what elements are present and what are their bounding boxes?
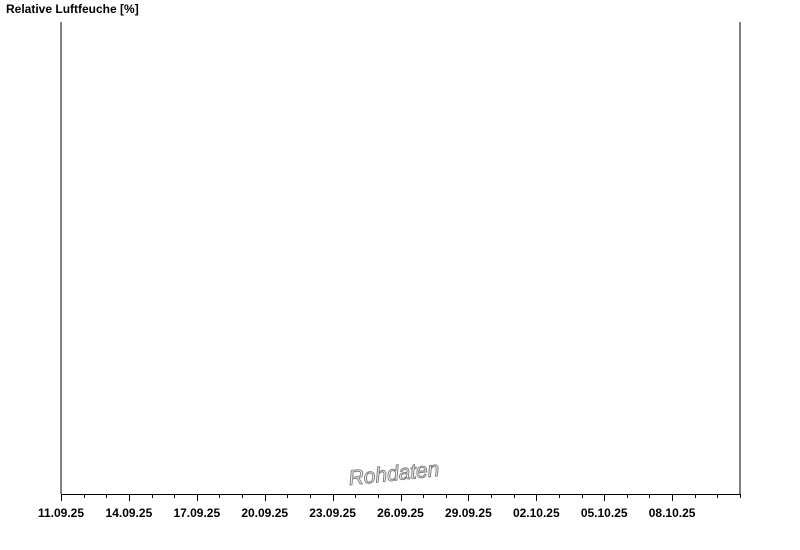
x-tick-label: 05.10.25 (581, 506, 628, 520)
x-axis-ticks (61, 494, 741, 501)
x-tick-label: 11.09.25 (38, 506, 84, 520)
chart-title: Relative Luftfeuche [%] (6, 2, 139, 16)
x-tick-label: 29.09.25 (445, 506, 492, 520)
x-tick-label: 20.09.25 (241, 506, 288, 520)
x-axis-tick-labels: 11.09.25 14.09.25 17.09.25 20.09.25 23.09.25… (38, 506, 696, 520)
watermark: Rohdaten (347, 458, 440, 490)
x-tick-label: 14.09.25 (106, 506, 153, 520)
x-tick-label: 17.09.25 (173, 506, 220, 520)
x-tick-label: 26.09.25 (377, 506, 424, 520)
x-tick-label: 23.09.25 (309, 506, 356, 520)
x-tick-label: 08.10.25 (649, 506, 696, 520)
x-tick-label: 02.10.25 (513, 506, 560, 520)
